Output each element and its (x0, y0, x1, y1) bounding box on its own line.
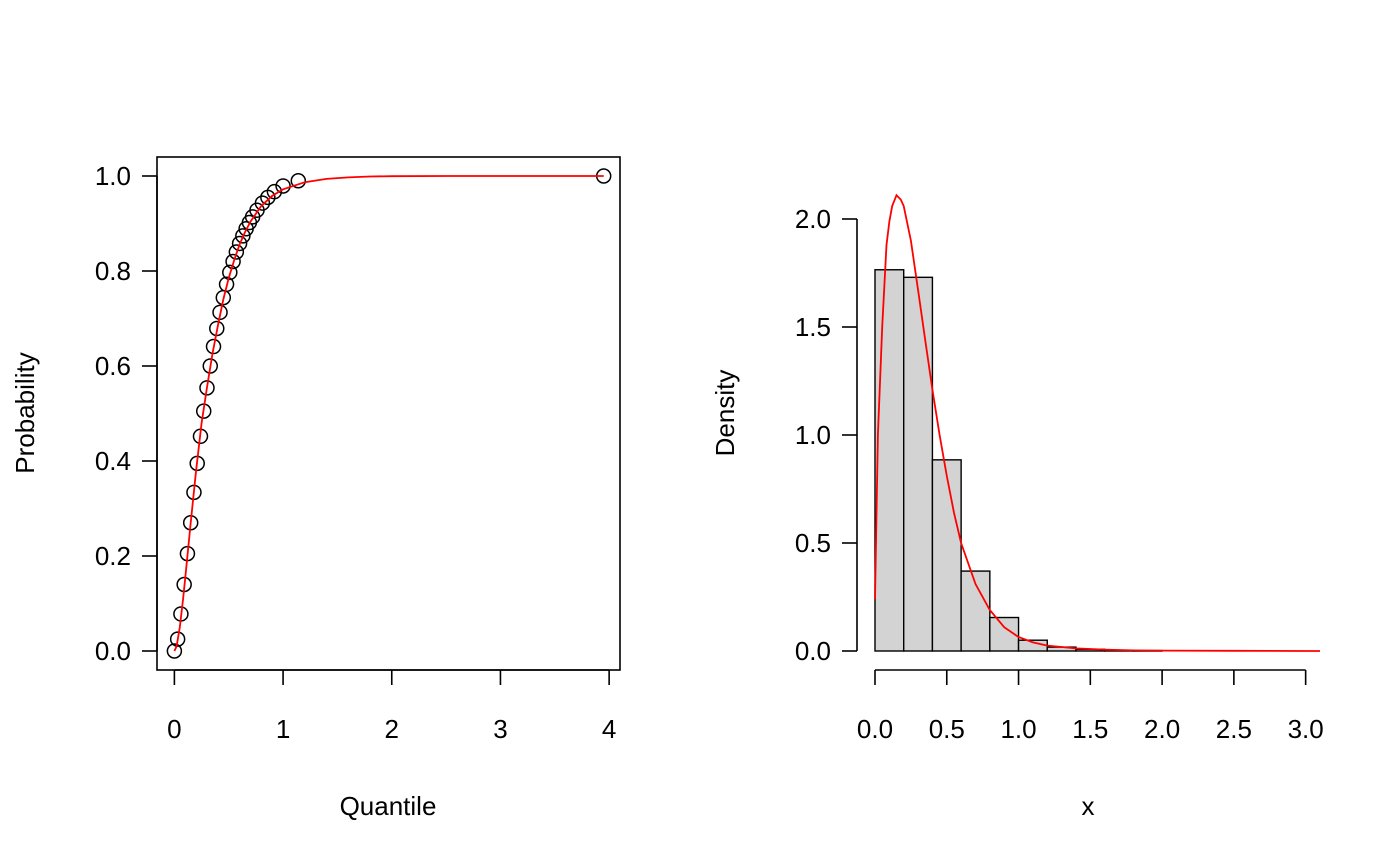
cdf-data-point (235, 228, 251, 244)
histogram-bars (874, 269, 1163, 652)
cdf-y-tick-label: 0.2 (95, 541, 131, 571)
cdf-y-tick-label: 0.0 (95, 636, 131, 666)
cdf-data-point (266, 183, 283, 200)
histogram-y-tick-label: 2.0 (795, 204, 831, 234)
histogram-panel: 0.0 0.5 1.0 1.5 2.0 2.5 3.0 0.00.51.01.52.0 x … (710, 193, 1324, 821)
cdf-x-tick-label: 4 (602, 714, 616, 744)
cdf-red-curve (173, 175, 604, 652)
histogram-bar (874, 269, 905, 652)
histogram-x-tick-label: 2.0 (1144, 714, 1180, 744)
histogram-y-tick-label: 0.5 (795, 528, 831, 558)
density-curve (874, 193, 1320, 652)
histogram-bar (931, 459, 962, 652)
histogram-y-tick-label: 1.5 (795, 312, 831, 342)
cdf-x-axis-label: Quantile (340, 791, 437, 821)
cdf-panel: 0 1 2 3 4 0.0 0.2 0.4 0.6 0.8 1.0 Quantile Probab… (10, 156, 621, 821)
cdf-data-point (202, 358, 219, 374)
histogram-x-tick-label: 0.0 (857, 714, 893, 744)
histogram-y-axis-label: Density (710, 370, 740, 457)
cdf-data-point (169, 631, 186, 647)
cdf-x-tick-label: 1 (276, 714, 290, 744)
histogram-x-tick-label: 1.5 (1072, 714, 1108, 744)
cdf-x-tick-label: 3 (493, 714, 507, 744)
cdf-data-point (225, 253, 241, 270)
cdf-y-tick-label: 0.6 (95, 351, 131, 381)
histogram-y-axis: 0.0 0.5 1.0 1.5 2.0 (795, 204, 858, 666)
histogram-bar (903, 276, 934, 652)
cdf-y-tick-label: 0.4 (95, 446, 131, 476)
cdf-data-point (218, 276, 235, 293)
cdf-y-tick-label: 0.8 (95, 256, 131, 286)
cdf-data-point (254, 195, 271, 211)
histogram-x-axis: 0.0 0.5 1.0 1.5 2.0 2.5 3.0 (857, 669, 1324, 744)
histogram-y-tick-label: 1.0 (795, 420, 831, 450)
histogram-x-axis-label: x (1082, 791, 1095, 821)
cdf-data-point (231, 235, 248, 252)
histogram-x-tick-label: 2.5 (1216, 714, 1252, 744)
cdf-plot-box (156, 156, 621, 671)
cdf-x-tick-label: 2 (385, 714, 399, 744)
cdf-data-point (222, 264, 238, 281)
cdf-data-point (290, 173, 307, 189)
histogram-red-curve (874, 193, 1320, 652)
histogram-x-tick-label: 0.5 (929, 714, 965, 744)
cdf-data-point (275, 178, 291, 194)
cdf-data-point (166, 643, 183, 659)
cdf-marks (166, 168, 612, 659)
histogram-bar (989, 616, 1020, 652)
cdf-x-tick-label: 0 (167, 714, 181, 744)
cdf-y-tick-label: 1.0 (95, 161, 131, 191)
histogram-x-tick-label: 3.0 (1288, 714, 1324, 744)
cdf-data-point (228, 244, 245, 260)
histogram-y-tick-label: 0.0 (795, 636, 831, 666)
cdf-data-point (199, 380, 215, 396)
cdf-y-axis: 0.0 0.2 0.4 0.6 0.8 1.0 (95, 161, 158, 666)
cdf-y-axis-label: Probability (10, 352, 40, 473)
cdf-data-point (205, 338, 222, 355)
histogram-x-tick-label: 1.0 (1000, 714, 1036, 744)
cdf-x-axis: 0 1 2 3 4 (167, 669, 616, 744)
